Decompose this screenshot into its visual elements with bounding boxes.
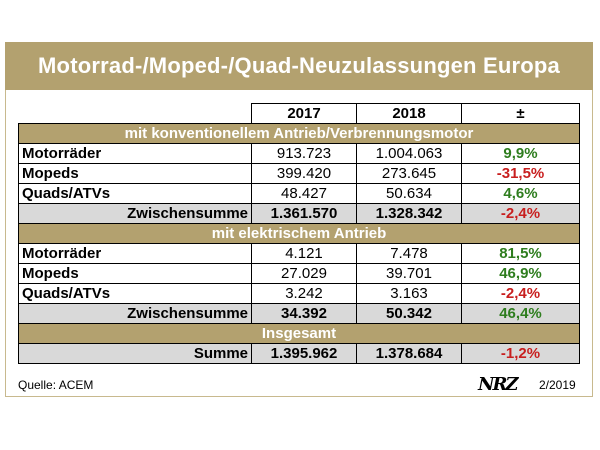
section-heading-electric: mit elektrischem Antrieb bbox=[18, 223, 580, 244]
table-row: Mopeds 399.420 273.645 -31,5% bbox=[18, 163, 580, 184]
header-change: ± bbox=[461, 103, 580, 124]
issue-number: 2/2019 bbox=[539, 378, 576, 392]
header-2017: 2017 bbox=[251, 103, 357, 124]
page-title: Motorrad-/Moped-/Quad-Neuzulassungen Eur… bbox=[5, 42, 593, 90]
section-heading-total: Insgesamt bbox=[18, 323, 580, 344]
header-empty-cell bbox=[18, 103, 252, 124]
source-note: Quelle: ACEM bbox=[18, 378, 94, 392]
subtotal-row-conventional: Zwischensumme 1.361.570 1.328.342 -2,4% bbox=[18, 203, 580, 224]
registration-table: 2017 2018 ± mit konventionellem Antrieb/… bbox=[18, 103, 580, 364]
subtotal-row-electric: Zwischensumme 34.392 50.342 46,4% bbox=[18, 303, 580, 324]
table-header-row: 2017 2018 ± bbox=[18, 103, 580, 124]
total-row: Summe 1.395.962 1.378.684 -1,2% bbox=[18, 343, 580, 364]
table-row: Quads/ATVs 3.242 3.163 -2,4% bbox=[18, 283, 580, 304]
table-row: Motorräder 913.723 1.004.063 9,9% bbox=[18, 143, 580, 164]
header-2018: 2018 bbox=[356, 103, 462, 124]
table-row: Quads/ATVs 48.427 50.634 4,6% bbox=[18, 183, 580, 204]
table-row: Mopeds 27.029 39.701 46,9% bbox=[18, 263, 580, 284]
table-row: Motorräder 4.121 7.478 81,5% bbox=[18, 243, 580, 264]
nrz-logo: NRZ bbox=[478, 374, 519, 395]
section-heading-conventional: mit konventionellem Antrieb/Verbrennungs… bbox=[18, 123, 580, 144]
